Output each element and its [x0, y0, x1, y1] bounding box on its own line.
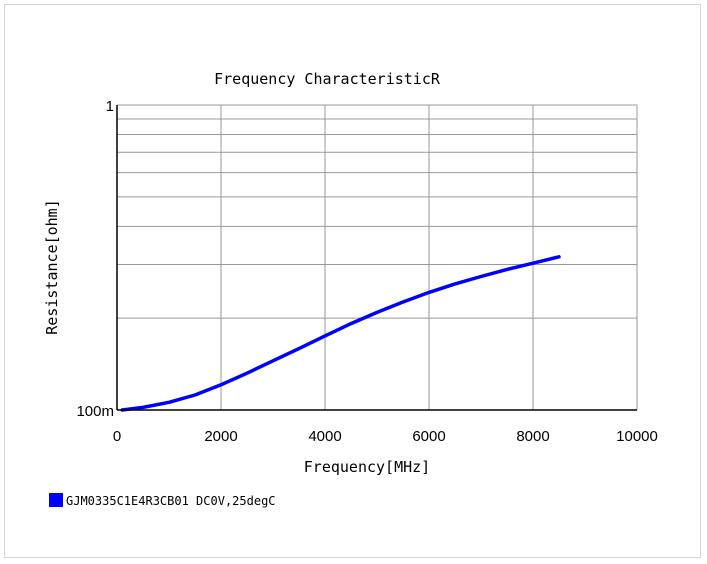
grid-lines [117, 104, 638, 410]
legend: GJM0335C1E4R3CB01 DC0V,25degC [49, 493, 276, 508]
x-axis-title: Frequency[MHz] [304, 458, 430, 476]
y-axis-title: Resistance[ohm] [43, 199, 61, 334]
x-tick-labels: 0 2000 4000 6000 8000 10000 [113, 428, 658, 445]
y-tick-label: 1 [106, 98, 114, 115]
x-tick-label: 4000 [308, 428, 341, 445]
x-tick-label: 6000 [412, 428, 445, 445]
x-tick-label: 10000 [616, 428, 658, 445]
legend-swatch [49, 493, 63, 507]
series-line [120, 255, 561, 412]
x-tick-label: 8000 [516, 428, 549, 445]
x-tick-label: 0 [113, 428, 121, 445]
y-tick-labels: 100m 1 [76, 98, 114, 420]
y-tick-label: 100m [76, 403, 114, 420]
chart-canvas: Frequency CharacteristicR 0 2000 4000 6000 8… [43, 70, 658, 508]
legend-label: GJM0335C1E4R3CB01 DC0V,25degC [66, 494, 276, 508]
x-tick-label: 2000 [204, 428, 237, 445]
chart-title: Frequency CharacteristicR [214, 70, 441, 88]
series-layer [120, 255, 561, 412]
chart-panel: Frequency CharacteristicR 0 2000 4000 6000 8… [4, 4, 701, 558]
